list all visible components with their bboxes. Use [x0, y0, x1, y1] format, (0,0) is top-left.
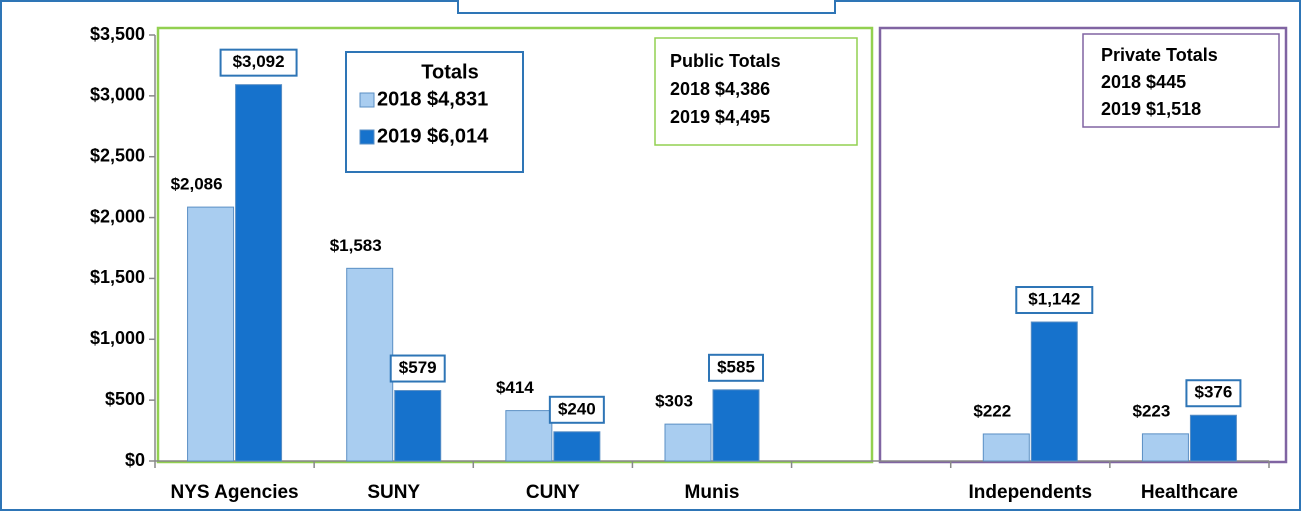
public-2019: 2019 $4,495 [670, 107, 770, 127]
y-tick-label: $1,000 [90, 328, 145, 348]
value-label: $585 [717, 357, 755, 376]
bar [712, 389, 760, 462]
bar [982, 433, 1030, 462]
bar [664, 423, 712, 462]
legend-box [345, 51, 524, 173]
public-region [156, 26, 874, 464]
value-label: $222 [973, 401, 1011, 420]
y-tick-label: $2,500 [90, 145, 145, 165]
bar [553, 431, 601, 462]
y-tick-label: $1,500 [90, 267, 145, 287]
value-label-box [1185, 379, 1242, 408]
legend-label: 2019 $6,014 [377, 125, 489, 147]
private-2018: 2018 $445 [1101, 72, 1186, 92]
value-label: $1,142 [1028, 289, 1080, 308]
value-label: $1,583 [330, 236, 382, 255]
public-box [654, 37, 858, 146]
value-label: $579 [399, 358, 437, 377]
value-label-box [219, 48, 298, 77]
bar [505, 410, 553, 462]
value-label-box [389, 354, 446, 383]
y-tick-label: $500 [105, 389, 145, 409]
y-tick-label: $0 [125, 450, 145, 470]
x-tick-label: CUNY [526, 482, 580, 503]
public-2018: 2018 $4,386 [670, 79, 770, 99]
bar [1030, 321, 1078, 462]
x-tick-label: SUNY [367, 482, 420, 503]
legend-label: 2018 $4,831 [377, 88, 488, 110]
bar [1189, 414, 1237, 462]
public-title: Public Totals [670, 51, 781, 71]
bar [394, 390, 442, 462]
private-region [878, 26, 1288, 464]
legend-swatch [359, 92, 375, 108]
x-tick-label: Healthcare [1141, 482, 1238, 503]
value-label: $303 [655, 392, 693, 411]
value-label-box [1015, 286, 1094, 315]
private-box [1082, 33, 1280, 128]
value-label: $414 [496, 378, 534, 397]
value-label: $2,086 [171, 175, 223, 194]
private-title: Private Totals [1101, 45, 1218, 65]
value-label-box [708, 353, 764, 382]
bar [1141, 433, 1189, 462]
x-tick-label: Independents [969, 482, 1093, 503]
bar [235, 84, 283, 462]
bar [187, 206, 235, 462]
y-tick-label: $3,500 [90, 24, 145, 44]
bar [346, 267, 394, 462]
legend-swatch [359, 129, 375, 145]
value-label-box [548, 395, 605, 424]
value-label: $223 [1133, 401, 1171, 420]
value-label: $240 [558, 399, 596, 418]
value-label: $376 [1195, 383, 1233, 402]
value-label: $3,092 [233, 52, 285, 71]
private-2019: 2019 $1,518 [1101, 99, 1201, 119]
y-tick-label: $2,000 [90, 206, 145, 226]
x-tick-label: NYS Agencies [171, 482, 299, 503]
title-box [457, 0, 836, 14]
y-tick-label: $3,000 [90, 85, 145, 105]
legend-title: Totals [421, 61, 478, 83]
x-tick-label: Munis [685, 482, 740, 503]
